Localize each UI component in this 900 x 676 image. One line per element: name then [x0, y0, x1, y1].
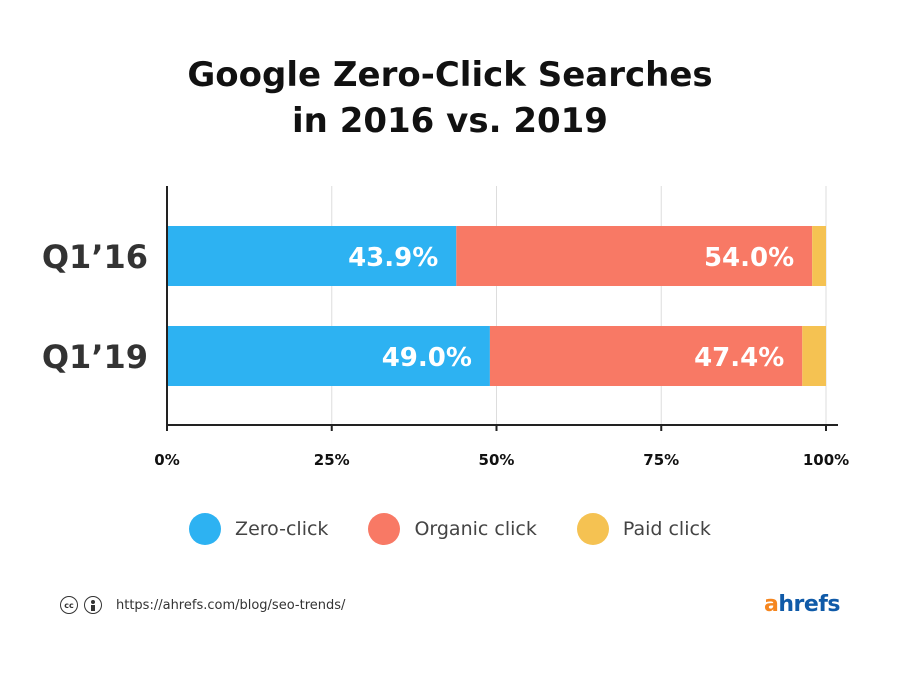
footer-url[interactable]: https://ahrefs.com/blog/seo-trends/ [116, 597, 346, 613]
attribution-icon [84, 596, 102, 614]
legend-swatch-zero-click [189, 513, 222, 545]
legend-label-paid-click: Paid click [622, 518, 711, 540]
bar-2-0 [812, 226, 826, 286]
chart-title-line1: Google Zero-Click Searches [187, 55, 713, 95]
chart-title: Google Zero-Click Searches in 2016 vs. 2… [0, 52, 900, 144]
bar-0-1 [167, 326, 490, 386]
bar-1-0 [456, 226, 813, 286]
category-label-1: Q1’19 [42, 338, 148, 376]
creative-commons-icon: cc [60, 596, 78, 614]
x-tick-label-0: 0% [154, 451, 179, 469]
legend-swatch-organic-click [368, 513, 401, 545]
legend: Zero-click Organic click Paid click [0, 513, 900, 545]
logo-first-letter: a [764, 592, 779, 617]
bar-label-1-1: 47.4% [694, 343, 784, 373]
bar-label-1-0: 54.0% [704, 243, 794, 273]
ahrefs-logo: ahrefs [764, 592, 840, 617]
x-tick-label-2: 50% [479, 451, 515, 469]
x-tick-label-3: 75% [643, 451, 679, 469]
legend-item-zero-click: Zero-click [189, 513, 328, 545]
bar-0-0 [167, 226, 457, 286]
legend-item-paid-click: Paid click [576, 513, 711, 545]
x-tick-label-1: 25% [314, 451, 350, 469]
logo-rest: hrefs [778, 592, 840, 617]
footer-attribution: cc https://ahrefs.com/blog/seo-trends/ [60, 596, 345, 614]
stacked-bar-chart: 43.9% 54.0% Q1’16 49.0% 47.4% Q1’19 0% 25% 50% 75… [42, 186, 849, 469]
legend-label-organic-click: Organic click [414, 518, 537, 540]
x-tick-label-4: 100% [803, 451, 849, 469]
chart-title-line2: in 2016 vs. 2019 [292, 101, 608, 141]
category-label-0: Q1’16 [42, 238, 148, 276]
legend-swatch-paid-click [576, 513, 609, 545]
legend-item-organic-click: Organic click [368, 513, 537, 545]
bar-label-0-0: 43.9% [348, 243, 438, 273]
bar-label-0-1: 49.0% [382, 343, 472, 373]
bar-2-1 [802, 326, 826, 386]
legend-label-zero-click: Zero-click [235, 518, 329, 540]
bar-1-1 [489, 326, 803, 386]
